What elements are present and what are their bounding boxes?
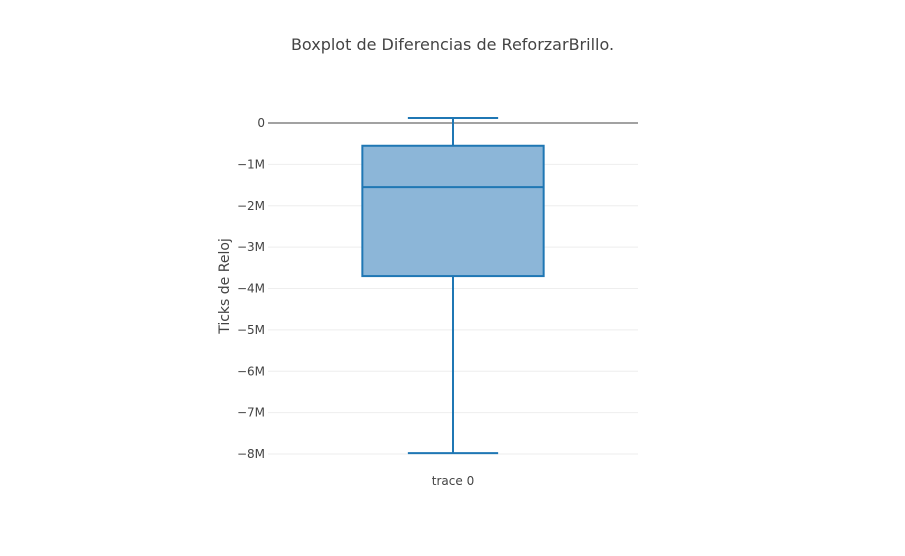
y-tick-label: 0: [257, 116, 265, 130]
y-axis-title: Ticks de Reloj: [217, 238, 233, 335]
y-tick-label: −8M: [237, 447, 265, 461]
x-tick-labels: trace 0: [432, 474, 474, 488]
iqr-box: [361, 144, 545, 278]
y-tick-labels: 0 −1M −2M −3M −4M −5M −6M −7M −8M: [237, 116, 265, 461]
box-traces: [361, 117, 545, 455]
y-tick-label: −2M: [237, 199, 265, 213]
chart-title: Boxplot de Diferencias de ReforzarBrillo…: [291, 35, 614, 54]
y-tick-label: −1M: [237, 157, 265, 171]
y-tick-label: −3M: [237, 240, 265, 254]
y-tick-label: −4M: [237, 282, 265, 296]
y-tick-label: −6M: [237, 364, 265, 378]
x-tick-label: trace 0: [432, 474, 474, 488]
y-tick-label: −5M: [237, 323, 265, 337]
y-tick-label: −7M: [237, 406, 265, 420]
box-trace[interactable]: [361, 117, 545, 455]
